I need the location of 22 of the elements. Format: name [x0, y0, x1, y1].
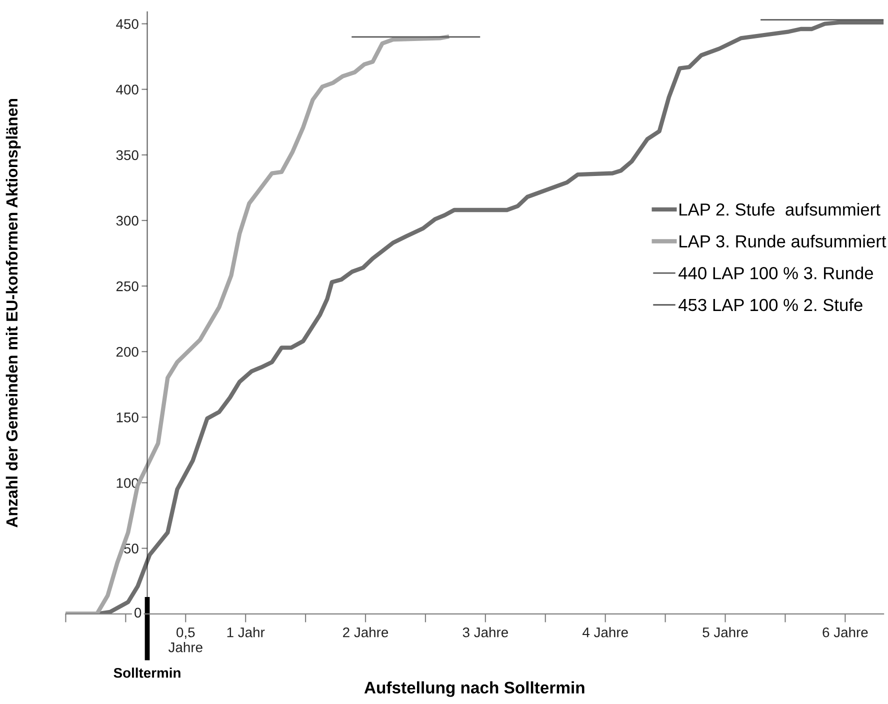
x-tick-label: 3 Jahre — [462, 627, 508, 638]
legend-label: 453 LAP 100 % 2. Stufe — [678, 298, 862, 312]
y-tick-label: 150 — [116, 412, 138, 422]
x-tick-label: 4 Jahre — [582, 627, 628, 638]
x-tick-label: 5 Jahre — [702, 627, 748, 638]
y-tick-label: 300 — [116, 216, 138, 226]
legend-label: LAP 3. Runde aufsummiert — [680, 234, 886, 248]
legend-label: 440 LAP 100 % 3. Runde — [678, 266, 873, 280]
x-tick-label: 0,5 Jahre — [168, 627, 202, 652]
x-axis-title: Aufstellung nach Solltermin — [364, 681, 584, 697]
y-tick-label: 200 — [116, 346, 138, 357]
y-tick-label: 0 — [134, 608, 142, 618]
legend-label: LAP 2. Stufe aufsummiert — [680, 202, 880, 216]
x-tick-label: 6 Jahre — [822, 627, 868, 638]
y-tick-label: 400 — [116, 84, 138, 95]
y-axis-title: Anzahl der Gemeinden mit EU-konformen Aktionsplänen — [6, 98, 21, 528]
x-tick-label: 1 Jahr — [227, 627, 265, 638]
y-tick-label: 350 — [116, 150, 138, 160]
ref-line-label: Solltermin — [114, 668, 180, 678]
y-tick-label: 450 — [116, 19, 138, 29]
y-tick-label: 250 — [116, 281, 138, 292]
x-tick-label: 2 Jahre — [343, 627, 388, 638]
